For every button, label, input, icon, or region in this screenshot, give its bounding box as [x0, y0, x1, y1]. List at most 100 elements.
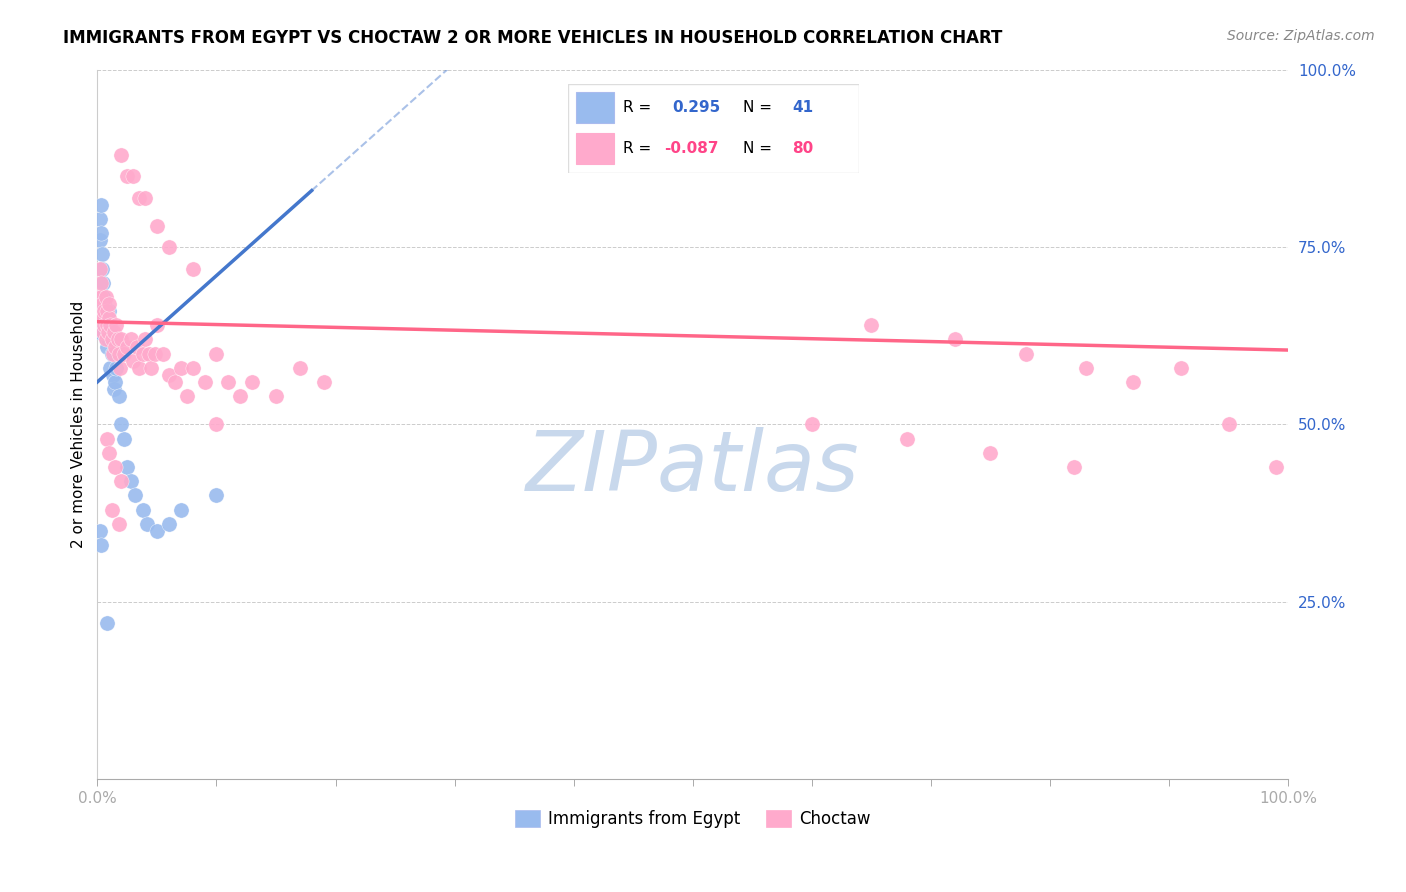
Point — [91, 290, 114, 304]
Point — [115, 169, 138, 184]
Point — [89, 524, 111, 538]
Point — [96, 432, 118, 446]
Point — [181, 261, 204, 276]
Point — [100, 333, 122, 347]
Point — [176, 389, 198, 403]
Point — [93, 304, 115, 318]
Point — [104, 460, 127, 475]
Point — [94, 290, 117, 304]
Point — [979, 446, 1001, 460]
Point — [157, 368, 180, 382]
Point — [93, 311, 115, 326]
Point — [107, 333, 129, 347]
Point — [1122, 375, 1144, 389]
Point — [860, 318, 883, 333]
Point — [101, 368, 124, 382]
Point — [98, 311, 121, 326]
Point — [170, 360, 193, 375]
Point — [110, 417, 132, 432]
Point — [131, 502, 153, 516]
Point — [89, 233, 111, 247]
Point — [91, 261, 114, 276]
Point — [89, 261, 111, 276]
Point — [97, 333, 120, 347]
Point — [120, 333, 142, 347]
Point — [181, 360, 204, 375]
Point — [240, 375, 263, 389]
Point — [134, 191, 156, 205]
Point — [90, 198, 112, 212]
Point — [110, 148, 132, 162]
Point — [264, 389, 287, 403]
Point — [146, 219, 169, 233]
Point — [124, 488, 146, 502]
Point — [101, 346, 124, 360]
Point — [91, 276, 114, 290]
Point — [103, 326, 125, 340]
Point — [93, 318, 115, 333]
Point — [98, 304, 121, 318]
Point — [157, 516, 180, 531]
Point — [229, 389, 252, 403]
Point — [128, 191, 150, 205]
Point — [1265, 460, 1288, 475]
Point — [1063, 460, 1085, 475]
Point — [100, 360, 122, 375]
Point — [91, 326, 114, 340]
Point — [91, 247, 114, 261]
Point — [1218, 417, 1240, 432]
Text: ZIPatlas: ZIPatlas — [526, 426, 859, 508]
Point — [104, 339, 127, 353]
Legend: Immigrants from Egypt, Choctaw: Immigrants from Egypt, Choctaw — [509, 803, 877, 834]
Point — [96, 339, 118, 353]
Point — [1015, 346, 1038, 360]
Point — [120, 474, 142, 488]
Point — [98, 446, 121, 460]
Point — [98, 318, 121, 333]
Point — [115, 460, 138, 475]
Point — [90, 538, 112, 552]
Point — [100, 326, 122, 340]
Point — [157, 240, 180, 254]
Point — [122, 169, 145, 184]
Point — [91, 311, 114, 326]
Point — [138, 346, 160, 360]
Point — [105, 360, 128, 375]
Point — [110, 333, 132, 347]
Point — [96, 318, 118, 333]
Point — [96, 304, 118, 318]
Point — [94, 333, 117, 347]
Point — [90, 290, 112, 304]
Point — [143, 346, 166, 360]
Y-axis label: 2 or more Vehicles in Household: 2 or more Vehicles in Household — [72, 301, 86, 548]
Point — [100, 502, 122, 516]
Point — [1170, 360, 1192, 375]
Point — [163, 375, 186, 389]
Point — [97, 326, 120, 340]
Point — [108, 360, 131, 375]
Point — [107, 389, 129, 403]
Point — [112, 346, 135, 360]
Point — [87, 290, 110, 304]
Text: IMMIGRANTS FROM EGYPT VS CHOCTAW 2 OR MORE VEHICLES IN HOUSEHOLD CORRELATION CHA: IMMIGRANTS FROM EGYPT VS CHOCTAW 2 OR MO… — [63, 29, 1002, 47]
Point — [91, 311, 114, 326]
Point — [205, 488, 228, 502]
Point — [87, 326, 110, 340]
Point — [205, 346, 228, 360]
Point — [107, 516, 129, 531]
Point — [128, 360, 150, 375]
Point — [100, 318, 122, 333]
Point — [115, 339, 138, 353]
Point — [112, 432, 135, 446]
Point — [943, 333, 966, 347]
Text: Source: ZipAtlas.com: Source: ZipAtlas.com — [1227, 29, 1375, 44]
Point — [896, 432, 918, 446]
Point — [90, 226, 112, 240]
Point — [122, 353, 145, 368]
Point — [100, 346, 122, 360]
Point — [104, 375, 127, 389]
Point — [312, 375, 335, 389]
Point — [170, 502, 193, 516]
Point — [98, 297, 121, 311]
Point — [91, 297, 114, 311]
